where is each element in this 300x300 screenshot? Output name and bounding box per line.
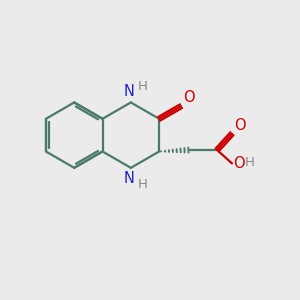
- Text: H: H: [244, 156, 254, 169]
- Text: H: H: [137, 178, 147, 191]
- Text: H: H: [137, 80, 147, 93]
- Text: N: N: [124, 171, 135, 186]
- Text: O: O: [183, 90, 195, 105]
- Text: O: O: [234, 118, 246, 133]
- Text: O: O: [233, 156, 245, 171]
- Text: N: N: [124, 85, 135, 100]
